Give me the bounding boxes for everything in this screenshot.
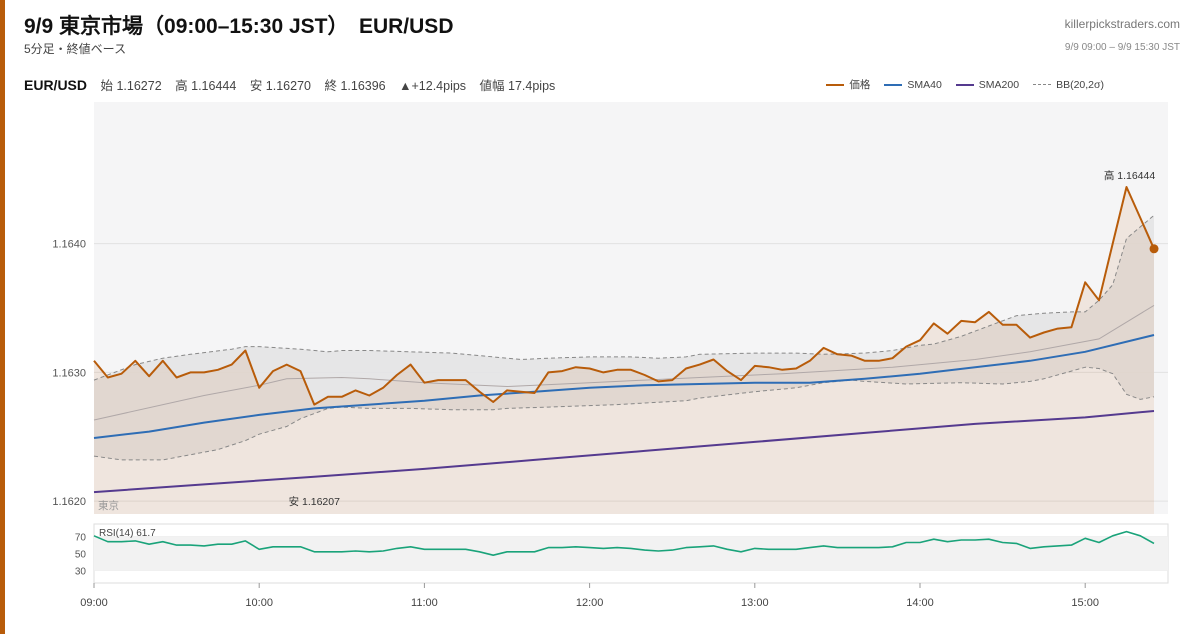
chart-legend: 価格 SMA40 SMA200 BB(20,2σ) [826,77,1104,92]
symbol-label: EUR/USD [24,77,88,93]
site-name: killerpickstraders.com [1064,17,1180,31]
rsi-range-band [94,536,1168,571]
legend-swatch-price [826,83,845,86]
x-tick-label: 13:00 [741,597,769,609]
series-lines [93,186,1159,494]
legend-item-sma200[interactable]: SMA200 [955,78,1020,91]
bb-lower-line [93,366,1155,461]
legend-label-price: 価格 [849,79,871,91]
chart-labels: 高 1.16444 安 1.16207 東京 [98,169,1155,512]
legend-item-price[interactable]: 価格 [826,77,870,92]
y-tick-label: 1.1630 [52,367,86,379]
price-area [94,187,1154,514]
low-annotation: 安 1.16207 [289,495,341,508]
legend-label-bb: BB(20,2σ) [1056,78,1104,91]
x-tick-label: 11:00 [411,597,438,609]
session-label: 東京 [98,499,119,512]
legend-swatch-bb [1033,84,1052,85]
price-line [93,186,1155,406]
accent-bar [0,0,5,634]
y-tick-label: 1.1620 [52,496,86,508]
legend-label-sma40: SMA40 [907,78,942,91]
price-stats: EUR/USD 始 1.16272 高 1.16444 安 1.16270 終 … [24,75,565,94]
x-tick-label: 15:00 [1071,597,1099,609]
legend-swatch-sma40 [884,83,903,86]
price-area-fill [94,187,1154,514]
bb-middle-line [93,304,1155,421]
legend-swatch-sma200 [955,83,974,86]
bb-band-fill [94,215,1154,460]
rsi-tick-label: 70 [75,533,87,544]
x-tick-label: 10:00 [245,597,273,609]
range-value: 値幅 17.4pips [479,79,556,93]
sma200-line [93,410,1155,494]
high-annotation: 高 1.16444 [1104,169,1156,182]
rsi-line [93,530,1155,557]
page-subtitle: 5分足・終値ベース [24,42,127,56]
high-value: 高 1.16444 [175,79,237,93]
rsi-tick-label: 30 [75,566,87,577]
x-tick-label: 12:00 [576,597,604,609]
x-tick-label: 14:00 [906,597,934,609]
sma40-line [93,334,1155,439]
change-value: ▲+12.4pips [399,79,467,93]
time-range: 9/9 09:00 – 9/9 15:30 JST [1064,42,1180,53]
legend-item-sma40[interactable]: SMA40 [884,78,942,91]
bb-upper-line [93,214,1155,381]
rsi-panel: 30 50 70 RSI(14) 61.7 [75,528,1168,577]
open-value: 始 1.16272 [100,79,162,93]
page-title: 9/9 東京市場（09:00–15:30 JST） EUR/USD [24,15,454,38]
legend-label-sma200: SMA200 [978,78,1020,91]
rsi-tick-label: 50 [75,550,87,561]
x-tick-label: 09:00 [80,597,108,609]
rsi-title: RSI(14) 61.7 [99,528,156,539]
bollinger-band [94,215,1154,460]
y-tick-label: 1.1640 [52,239,86,251]
main-plot-background [94,102,1168,514]
last-price-marker [1149,244,1159,254]
legend-item-bb[interactable]: BB(20,2σ) [1033,79,1104,91]
close-value: 終 1.16396 [324,79,386,93]
x-axis: 09:00 10:00 11:00 12:00 13:00 14:00 15:00 [80,583,1099,609]
low-value: 安 1.16270 [249,79,311,93]
